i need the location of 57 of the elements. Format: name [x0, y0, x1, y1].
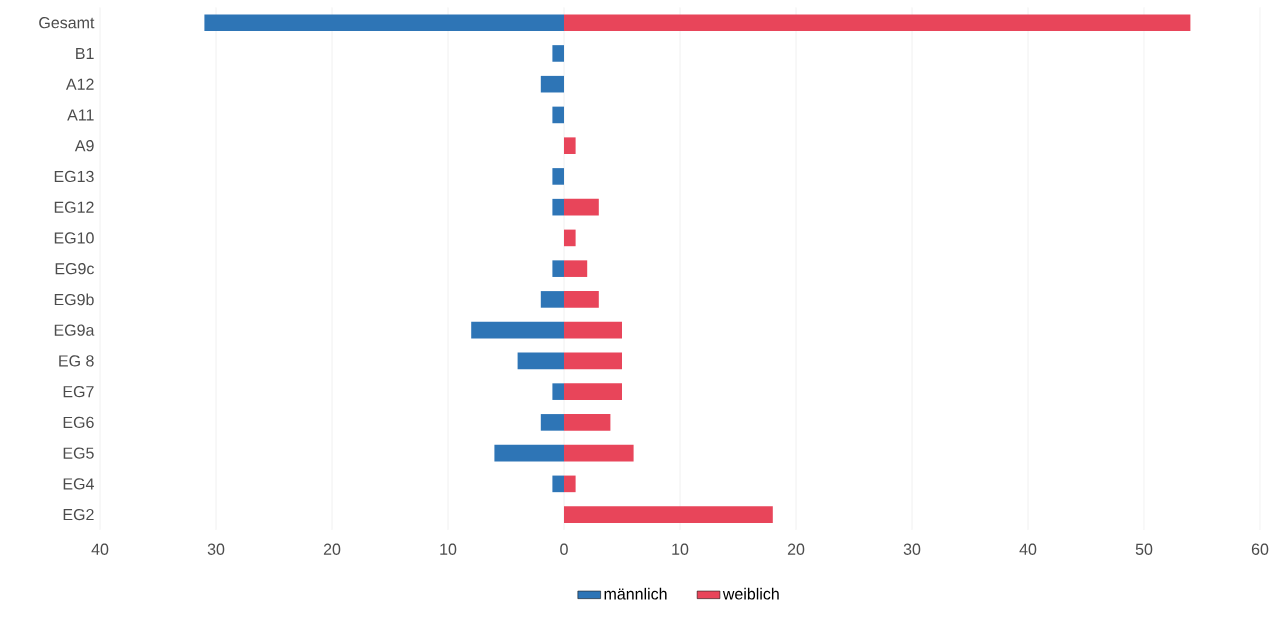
y-tick-label: EG10: [54, 232, 94, 244]
legend-label: weiblich: [722, 587, 779, 600]
bar: [564, 260, 588, 277]
x-tick-label: 40: [91, 543, 109, 555]
y-tick-label: A11: [67, 109, 94, 121]
bar: [564, 444, 634, 462]
bar: [552, 45, 564, 62]
bar: [564, 14, 1191, 31]
x-tick-label: 10: [440, 543, 457, 555]
bar: [552, 475, 564, 493]
y-tick-label: EG6: [63, 416, 94, 429]
bar: [540, 75, 564, 93]
bar: [552, 106, 564, 124]
bar: [552, 198, 564, 216]
bar: [471, 321, 564, 339]
y-tick-label: EG2: [63, 508, 94, 521]
y-tick-label: A9: [74, 140, 94, 152]
bar: [564, 321, 622, 339]
bar: [564, 198, 599, 216]
y-tick-label: EG12: [54, 201, 94, 213]
y-tick-label: EG9b: [54, 293, 94, 306]
x-tick-label: 30: [903, 543, 921, 555]
y-tick-label: EG9a: [54, 324, 95, 336]
bar: [552, 260, 564, 277]
y-tick-label: Gesamt: [39, 17, 95, 29]
bar: [564, 506, 773, 523]
bar: [564, 291, 599, 308]
x-tick-label: 40: [1019, 543, 1037, 555]
x-tick-label: 20: [787, 543, 805, 555]
x-tick-label: 10: [672, 543, 689, 555]
y-tick-label: B1: [76, 47, 94, 59]
y-tick-label: EG7: [63, 385, 94, 398]
bar: [564, 383, 622, 400]
bar: [564, 137, 576, 154]
y-tick-label: EG5: [63, 447, 94, 459]
bar: [552, 383, 564, 400]
bar: [564, 475, 576, 493]
x-tick-label: 30: [207, 543, 225, 555]
bar: [204, 14, 564, 31]
y-tick-label: EG 8: [59, 355, 94, 367]
bar: [517, 352, 564, 370]
bar: [564, 229, 576, 247]
x-tick-label: 0: [560, 543, 568, 555]
bar: [564, 414, 611, 431]
x-tick-label: 20: [323, 543, 341, 555]
y-tick-label: EG9c: [55, 263, 94, 275]
x-tick-label: 50: [1135, 543, 1153, 555]
bar: [552, 168, 564, 185]
bar: [494, 444, 564, 462]
y-tick-label: EG13: [54, 170, 94, 183]
bar: [564, 352, 622, 370]
y-tick-label: EG4: [63, 478, 94, 490]
x-tick-label: 60: [1251, 543, 1269, 555]
bar: [540, 414, 564, 431]
legend-label: männlich: [604, 587, 667, 600]
bar: [540, 291, 564, 308]
y-tick-label: A12: [65, 78, 94, 90]
